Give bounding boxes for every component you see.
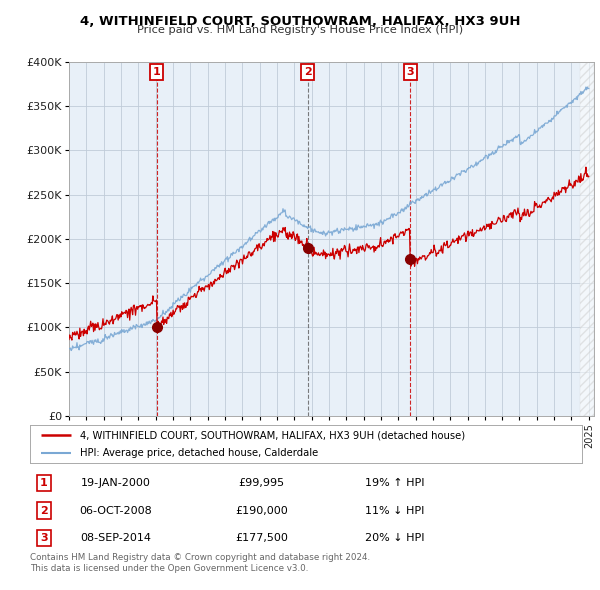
Text: 3: 3: [406, 67, 414, 77]
Text: 4, WITHINFIELD COURT, SOUTHOWRAM, HALIFAX, HX3 9UH (detached house): 4, WITHINFIELD COURT, SOUTHOWRAM, HALIFA…: [80, 430, 465, 440]
Text: £190,000: £190,000: [235, 506, 288, 516]
Text: 1: 1: [152, 67, 160, 77]
Text: 08-SEP-2014: 08-SEP-2014: [80, 533, 151, 543]
Text: HPI: Average price, detached house, Calderdale: HPI: Average price, detached house, Cald…: [80, 448, 318, 458]
Text: 2: 2: [40, 506, 47, 516]
Text: 11% ↓ HPI: 11% ↓ HPI: [365, 506, 424, 516]
Text: Contains HM Land Registry data © Crown copyright and database right 2024.
This d: Contains HM Land Registry data © Crown c…: [30, 553, 370, 573]
Text: 06-OCT-2008: 06-OCT-2008: [79, 506, 152, 516]
Text: 19-JAN-2000: 19-JAN-2000: [80, 478, 151, 488]
Text: Price paid vs. HM Land Registry's House Price Index (HPI): Price paid vs. HM Land Registry's House …: [137, 25, 463, 35]
Text: £99,995: £99,995: [239, 478, 285, 488]
Text: 20% ↓ HPI: 20% ↓ HPI: [365, 533, 424, 543]
Text: 19% ↑ HPI: 19% ↑ HPI: [365, 478, 424, 488]
Text: 2: 2: [304, 67, 311, 77]
Text: 1: 1: [40, 478, 47, 488]
Text: 4, WITHINFIELD COURT, SOUTHOWRAM, HALIFAX, HX3 9UH: 4, WITHINFIELD COURT, SOUTHOWRAM, HALIFA…: [80, 15, 520, 28]
Text: £177,500: £177,500: [235, 533, 288, 543]
Text: 3: 3: [40, 533, 47, 543]
